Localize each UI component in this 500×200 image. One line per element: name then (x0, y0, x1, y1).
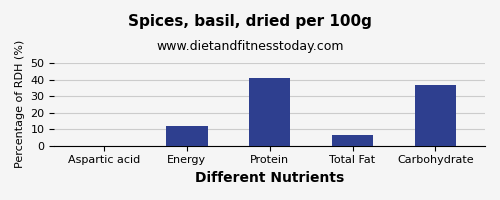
Bar (332, 135, 373, 146)
X-axis label: Different Nutrients: Different Nutrients (195, 171, 344, 185)
Bar (249, 78, 290, 146)
Text: Spices, basil, dried per 100g: Spices, basil, dried per 100g (128, 14, 372, 29)
Text: www.dietandfitnesstoday.com: www.dietandfitnesstoday.com (156, 40, 344, 53)
Bar (166, 126, 207, 146)
Y-axis label: Percentage of RDH (%): Percentage of RDH (%) (15, 40, 25, 168)
Bar (414, 85, 456, 146)
